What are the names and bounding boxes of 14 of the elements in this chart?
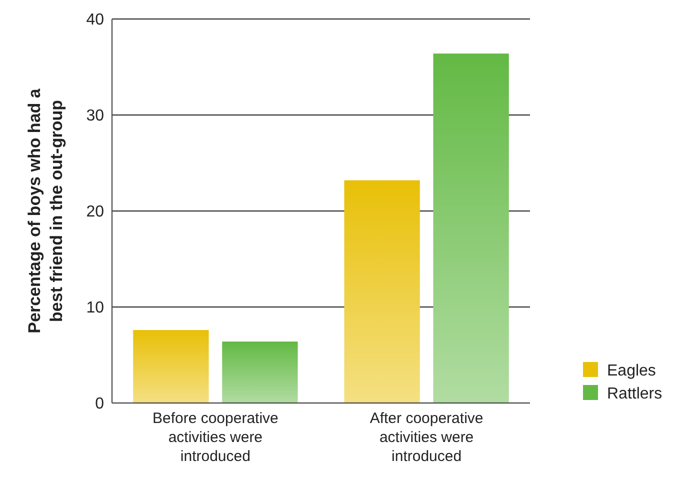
- bar: [344, 180, 420, 403]
- y-tick-label: 20: [86, 204, 104, 221]
- bar: [222, 342, 298, 403]
- y-tick-label: 10: [86, 300, 104, 317]
- bar: [433, 54, 509, 403]
- y-tick-label: 40: [86, 12, 104, 29]
- x-tick-label: After cooperative activities were introduced: [370, 410, 484, 465]
- y-tick-label: 0: [95, 396, 104, 413]
- legend-label: Eagles: [607, 362, 656, 380]
- y-tick-label: 30: [86, 108, 104, 125]
- legend-label: Rattlers: [607, 386, 662, 403]
- x-tick-label: Before cooperative activities were introduced: [152, 410, 278, 465]
- bar: [133, 330, 209, 403]
- y-axis-title: Percentage of boys who had a best friend in the out-group: [25, 88, 66, 334]
